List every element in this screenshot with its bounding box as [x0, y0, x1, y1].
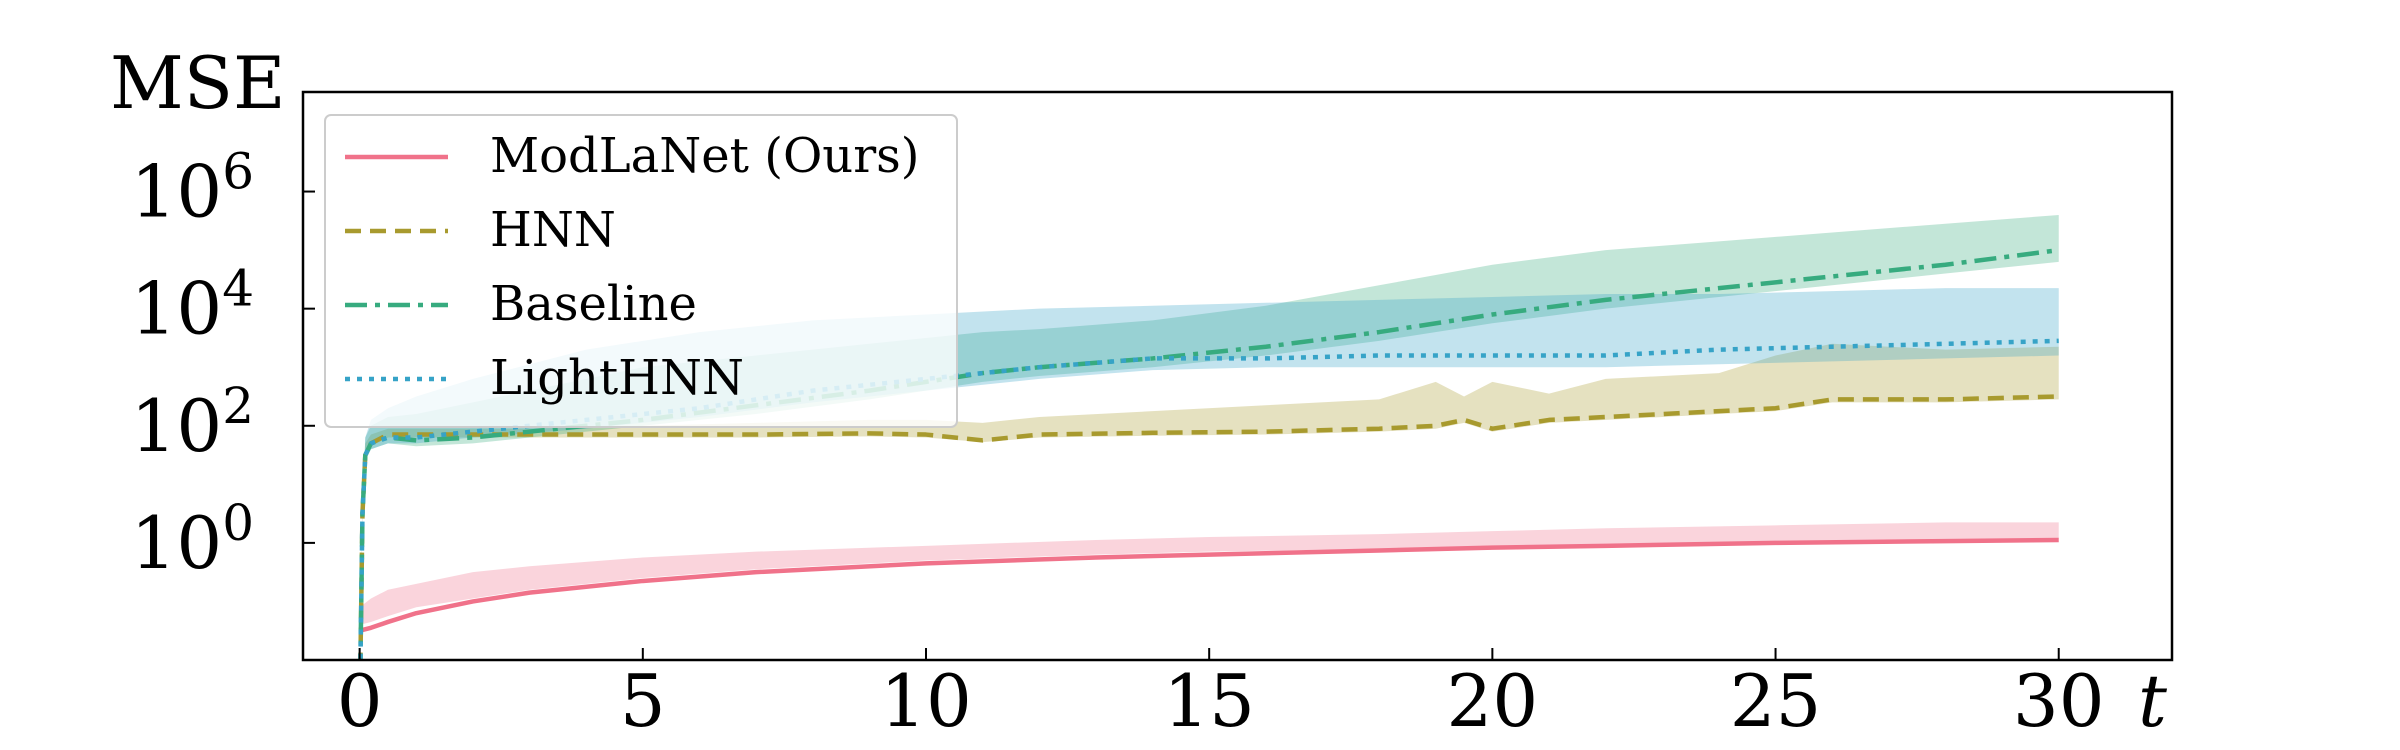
band-2 [360, 214, 2059, 660]
y-axis: 100 102 104 106 [131, 143, 315, 585]
legend-label: ModLaNet (Ours) [490, 128, 920, 184]
y-tick-label: 102 [131, 377, 254, 468]
series-line-1 [358, 394, 2059, 660]
y-tick-label: 104 [131, 260, 254, 351]
legend-label: Baseline [490, 276, 697, 332]
y-tick-label: 106 [131, 143, 254, 234]
x-tick-label: 15 [1163, 659, 1255, 743]
x-tick-label: 30 [2013, 659, 2105, 743]
legend-label: HNN [490, 202, 616, 258]
legend-label: LightHNN [490, 350, 744, 406]
series-line-0 [359, 537, 2059, 633]
x-tick-label: 10 [880, 659, 972, 743]
band-0 [359, 522, 2059, 625]
x-axis-label: t [2138, 659, 2168, 743]
x-tick-label: 5 [620, 659, 666, 743]
x-tick-label: 20 [1447, 659, 1539, 743]
x-tick-label: 25 [1730, 659, 1822, 743]
x-tick-label: 0 [337, 659, 383, 743]
y-axis-label: MSE [110, 41, 286, 125]
legend: ModLaNet (Ours) HNN Baseline LightHNN [324, 114, 958, 428]
legend-frame [324, 114, 958, 428]
y-tick-label: 100 [131, 494, 254, 585]
x-axis: 0 5 10 15 20 25 30 [337, 648, 2105, 743]
plot-frame [301, 90, 2174, 662]
